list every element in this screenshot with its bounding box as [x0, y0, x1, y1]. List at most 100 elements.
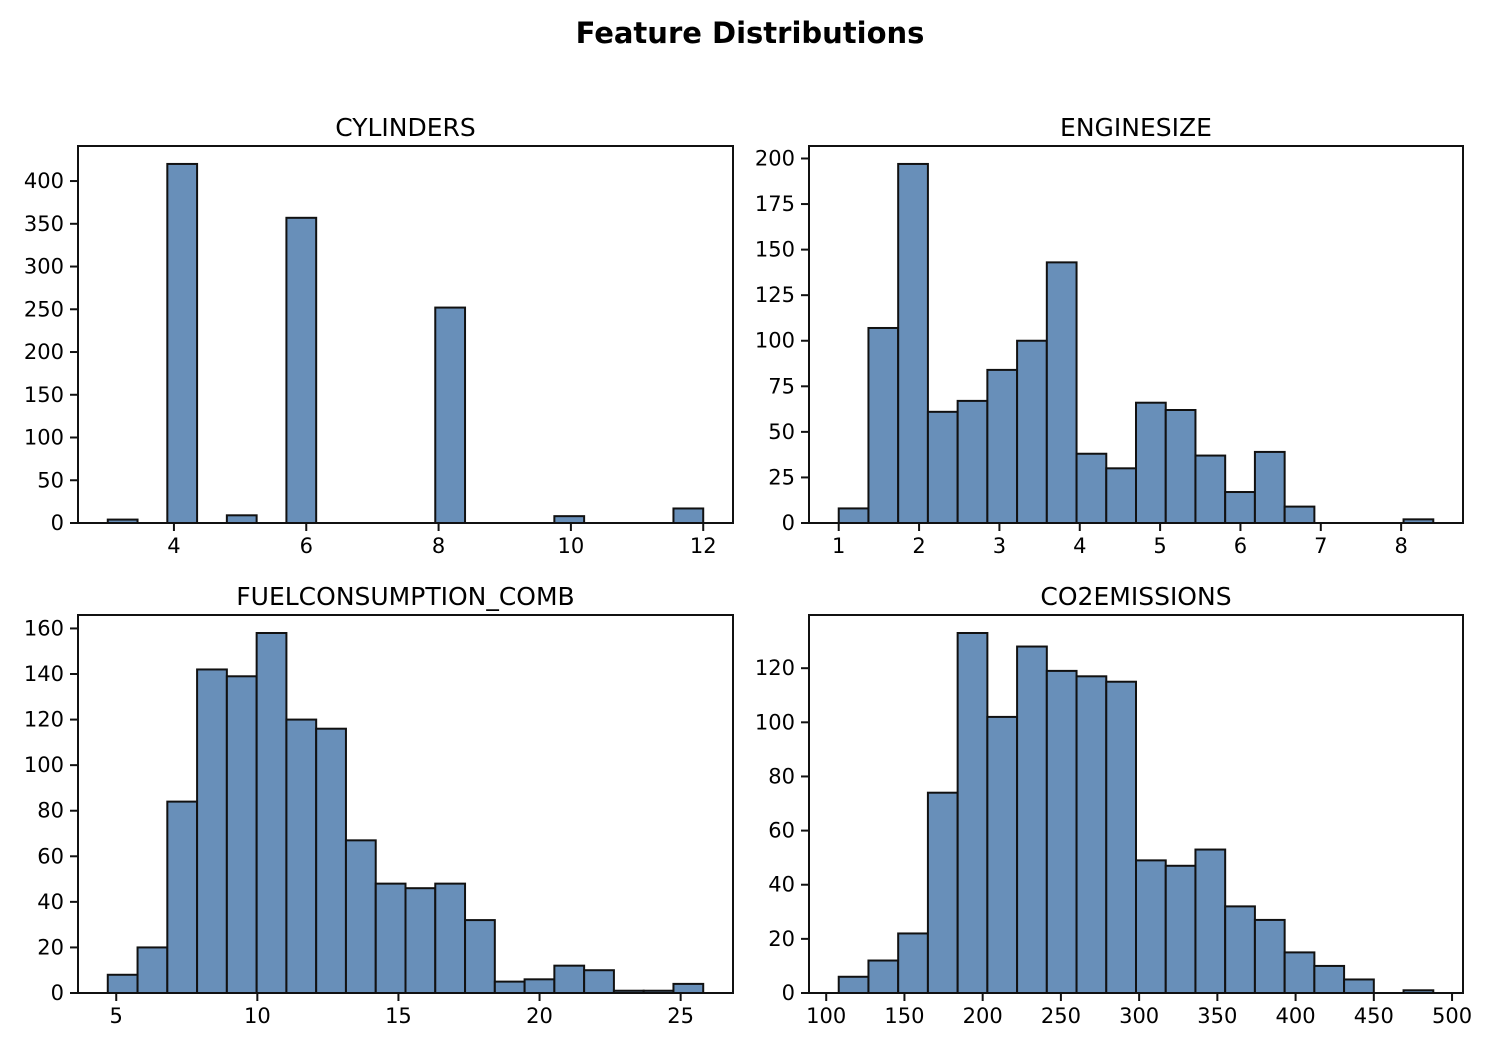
figure-suptitle: Feature Distributions	[576, 16, 925, 50]
x-tick-label: 10	[558, 534, 585, 558]
histogram-bar	[1164, 409, 1197, 524]
histogram-bar	[434, 882, 467, 995]
histogram-bar	[434, 306, 467, 524]
x-tick-label: 3	[993, 534, 1006, 558]
histogram-bar	[672, 507, 705, 525]
histogram-bar	[897, 162, 929, 524]
x-tick-label: 100	[806, 1004, 846, 1028]
y-tick-label: 40	[37, 890, 64, 914]
y-tick-label: 150	[24, 383, 64, 407]
histogram-bar	[1343, 978, 1375, 994]
histogram-bar	[493, 980, 526, 994]
y-tick-label: 25	[768, 465, 795, 489]
histogram-bar	[404, 887, 437, 994]
x-tick-label: 300	[1119, 1004, 1159, 1028]
y-tick-label: 150	[755, 238, 795, 262]
y-tick-label: 100	[24, 426, 64, 450]
histogram-bar	[344, 839, 377, 995]
y-tick-label: 0	[51, 511, 64, 535]
y-tick-label: 0	[782, 981, 795, 1005]
x-tick-label: 5	[110, 1004, 123, 1028]
y-tick-label: 0	[782, 511, 795, 535]
histogram-bar	[255, 632, 288, 994]
x-tick-label: 25	[667, 1004, 694, 1028]
histogram-bar	[1105, 467, 1138, 525]
histogram-bar	[1194, 454, 1227, 524]
histogram-bar	[106, 973, 139, 995]
subplot-title-fuelconsumption-comb: FUELCONSUMPTION_COMB	[236, 582, 574, 611]
histogram-bar	[837, 507, 870, 525]
subplot-title-enginesize: ENGINESIZE	[1060, 113, 1212, 142]
histogram-bar	[1016, 645, 1048, 995]
y-tick-label: 60	[768, 819, 795, 843]
y-tick-label: 50	[37, 468, 64, 492]
histogram-bar	[1075, 675, 1108, 994]
y-tick-label: 100	[755, 329, 795, 353]
y-tick-label: 20	[37, 935, 64, 959]
histogram-bar	[196, 668, 228, 995]
histogram-bar	[1105, 680, 1138, 994]
y-tick-label: 200	[755, 146, 795, 170]
x-tick-label: 6	[300, 534, 313, 558]
histogram-bar	[225, 675, 258, 994]
histogram-bar	[315, 727, 347, 994]
subplot-fuelconsumption-comb: 5 10 15 20 25 0 20 40 60 80 100 120 140 160	[24, 614, 734, 1028]
x-tick-label: 7	[1314, 534, 1327, 558]
x-tick-label: 6	[1234, 534, 1247, 558]
histogram-bar	[1313, 964, 1346, 994]
histogram-bar	[1135, 401, 1167, 524]
histogram-bar	[285, 216, 318, 524]
histogram-bar	[166, 800, 199, 994]
histogram-bar	[1283, 505, 1316, 525]
histogram-bar	[553, 515, 586, 524]
y-tick-label: 40	[768, 873, 795, 897]
histogram-bar	[1253, 450, 1286, 525]
histogram-bar	[867, 326, 900, 525]
histogram-bar	[986, 368, 1019, 524]
histogram-bar	[837, 975, 870, 995]
y-tick-label: 120	[755, 656, 795, 680]
histogram-bar	[897, 932, 929, 995]
histogram-bar	[374, 882, 407, 995]
y-tick-label: 75	[768, 374, 795, 398]
histogram-bar	[1045, 261, 1078, 524]
subplot-title-cylinders: CYLINDERS	[335, 113, 476, 142]
axes-spines	[77, 145, 734, 524]
axes-spines	[808, 614, 1464, 994]
histogram-bar	[1045, 669, 1078, 994]
y-tick-label: 350	[24, 212, 64, 236]
x-tick-label: 8	[1394, 534, 1407, 558]
x-tick-label: 8	[432, 534, 445, 558]
y-tick-label: 400	[24, 169, 64, 193]
x-tick-label: 15	[385, 1004, 412, 1028]
histogram-bar	[672, 982, 705, 995]
x-tick-label: 5	[1153, 534, 1166, 558]
x-tick-label: 4	[167, 534, 180, 558]
x-tick-label: 450	[1354, 1004, 1394, 1028]
subplot-cylinders: 4 6 8 10 12 0 50 100 150 200 250 300 350 400	[24, 145, 734, 558]
histogram-bar	[583, 969, 615, 994]
histogram-bar	[1194, 848, 1227, 994]
x-tick-label: 10	[244, 1004, 271, 1028]
y-tick-label: 50	[768, 420, 795, 444]
x-tick-label: 250	[1041, 1004, 1081, 1028]
y-tick-label: 250	[24, 297, 64, 321]
histogram-bar	[1135, 859, 1167, 994]
axes-spines	[808, 145, 1464, 524]
y-tick-label: 160	[24, 616, 64, 640]
x-tick-label: 350	[1197, 1004, 1237, 1028]
subplot-co2emissions: 100 150 200 250 300 350 400 450 500 0 20 40 60 80 100 1…	[755, 614, 1472, 1028]
axes-spines	[77, 614, 734, 994]
x-tick-label: 20	[526, 1004, 553, 1028]
histogram-bar	[1016, 339, 1048, 524]
histogram-bar	[1075, 452, 1108, 524]
histogram-bar	[956, 632, 989, 994]
histogram-bar	[1253, 918, 1286, 994]
histogram-bar	[464, 919, 496, 995]
histogram-bar	[136, 946, 169, 994]
histogram-bar	[1164, 864, 1197, 995]
y-tick-label: 100	[24, 753, 64, 777]
y-tick-label: 100	[755, 710, 795, 734]
x-tick-label: 200	[963, 1004, 1003, 1028]
